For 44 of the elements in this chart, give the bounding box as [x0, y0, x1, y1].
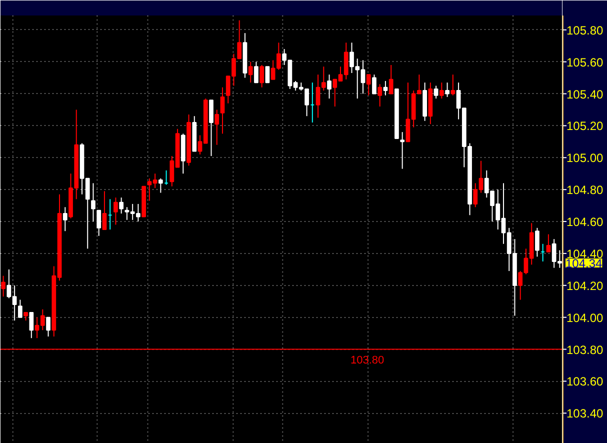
candlestick: [535, 227, 540, 258]
candlestick: [214, 109, 220, 146]
y-tick-label: 103.40: [566, 406, 604, 421]
y-tick-label: 103.60: [566, 374, 604, 389]
y-tick-label: 104.80: [566, 183, 604, 198]
candlestick: [248, 61, 253, 84]
candlestick: [62, 206, 68, 232]
y-tick-label: 105.80: [566, 23, 604, 38]
y-tick-label: 105.20: [566, 119, 604, 134]
y-tick-label: 103.80: [566, 342, 604, 357]
y-tick-label: 104.00: [566, 310, 604, 325]
candlestick: [96, 210, 102, 236]
candlestick: [265, 66, 270, 84]
y-tick-label: 105.00: [566, 151, 604, 166]
candlestick: [445, 82, 450, 98]
candlestick: [29, 312, 34, 339]
candlestick: [119, 197, 124, 214]
candlestick: [366, 74, 371, 96]
candlestick: [102, 190, 107, 230]
candlestick: [91, 182, 96, 222]
candlestick: [18, 299, 22, 318]
candlestick: [378, 84, 382, 108]
candlestick: [158, 178, 163, 194]
candlestick: [327, 74, 332, 100]
candlestick: [46, 316, 50, 337]
candlestick: [383, 80, 388, 96]
candlestick: [400, 132, 405, 170]
candlestick: [254, 61, 258, 84]
candlestick: [450, 74, 456, 96]
candlestick: [209, 100, 214, 157]
y-tick-label: 105.60: [566, 55, 604, 70]
ref-line-label: 103.80: [350, 354, 384, 366]
candlestick: [114, 197, 118, 226]
candlestick: [220, 86, 225, 134]
candlestick: [434, 85, 438, 100]
y-tick-label: 105.40: [566, 87, 604, 102]
candlestick: [546, 234, 551, 252]
candlestick: [439, 82, 444, 100]
candlestick: [372, 74, 376, 94]
y-tick-label: 104.20: [566, 278, 604, 293]
candlestick: [388, 64, 394, 94]
candlestick: [1, 275, 6, 298]
candlestick: [260, 64, 264, 88]
y-tick-label: 104.60: [566, 215, 604, 230]
